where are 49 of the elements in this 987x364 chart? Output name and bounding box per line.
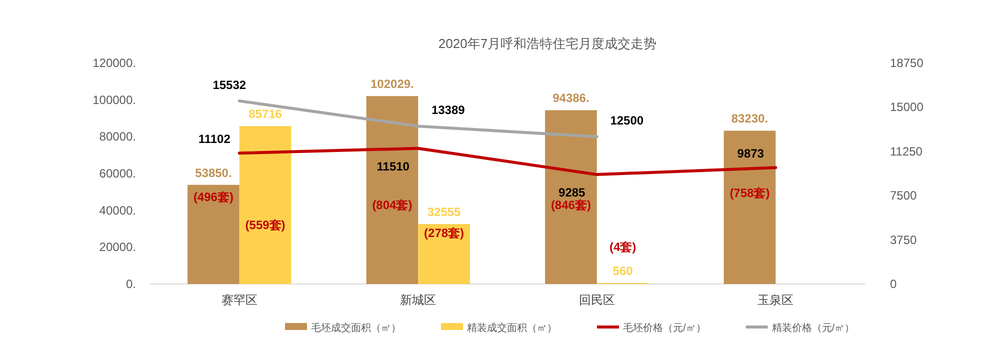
y-tick-label: 100000. xyxy=(92,92,136,107)
annotation: (804套) xyxy=(372,198,412,212)
data-label: 15532 xyxy=(212,78,246,92)
y-tick-label: 40000. xyxy=(99,203,136,218)
bar xyxy=(188,184,240,284)
annotation: (496套) xyxy=(193,190,234,204)
data-label: 9285 xyxy=(558,186,586,200)
data-label: 11510 xyxy=(376,159,410,174)
y-tick-label: 0. xyxy=(126,277,136,291)
x-tick-label: 玉泉区 xyxy=(758,293,794,307)
bar xyxy=(724,130,776,284)
y-tick-label: 20000. xyxy=(99,240,136,254)
data-label: 85716 xyxy=(248,107,282,122)
x-tick-label: 赛罕区 xyxy=(221,293,258,307)
bar xyxy=(239,126,292,284)
annotation: (278套) xyxy=(424,226,464,240)
y-tick-label: 120000. xyxy=(92,56,136,70)
data-label: 11102 xyxy=(198,132,231,146)
data-label: 13389 xyxy=(431,103,466,118)
data-label: 560 xyxy=(612,264,634,278)
y2-tick-label: 15000 xyxy=(890,100,924,114)
y2-tick-label: 11250 xyxy=(890,144,923,158)
y2-tick-label: 18750 xyxy=(890,56,924,70)
data-label: 9873 xyxy=(737,146,764,161)
data-label: 94386. xyxy=(552,91,590,106)
data-label: 53850. xyxy=(195,166,232,180)
y-tick-label: 60000. xyxy=(99,166,136,180)
legend-label: 精装价格（元/㎡） xyxy=(772,322,855,334)
bar xyxy=(545,110,597,284)
data-label: 32555 xyxy=(427,205,462,220)
legend-label: 毛坯成交面积（㎡） xyxy=(311,322,401,334)
data-label: 12500 xyxy=(610,114,644,128)
annotation: (758套) xyxy=(730,186,770,200)
bar xyxy=(418,224,470,284)
annotation: (846套) xyxy=(550,198,591,212)
annotation: (559套) xyxy=(245,218,286,232)
data-label: 83230. xyxy=(731,112,768,126)
chart-title: 2020年7月呼和浩特住宅月度成交走势 xyxy=(438,36,657,51)
y2-tick-label: 3750 xyxy=(890,232,918,247)
legend-label: 精装成交面积（㎡） xyxy=(467,322,557,334)
annotation: (4套) xyxy=(609,240,636,254)
bar xyxy=(366,96,418,284)
data-label: 102029. xyxy=(370,77,414,92)
y-tick-label: 80000. xyxy=(99,130,136,144)
x-tick-label: 新城区 xyxy=(400,293,436,307)
legend-label: 毛坯价格（元/㎡） xyxy=(623,322,706,334)
y2-tick-label: 7500 xyxy=(890,188,918,203)
y2-tick-label: 0 xyxy=(890,277,897,291)
x-tick-label: 回民区 xyxy=(578,293,615,307)
